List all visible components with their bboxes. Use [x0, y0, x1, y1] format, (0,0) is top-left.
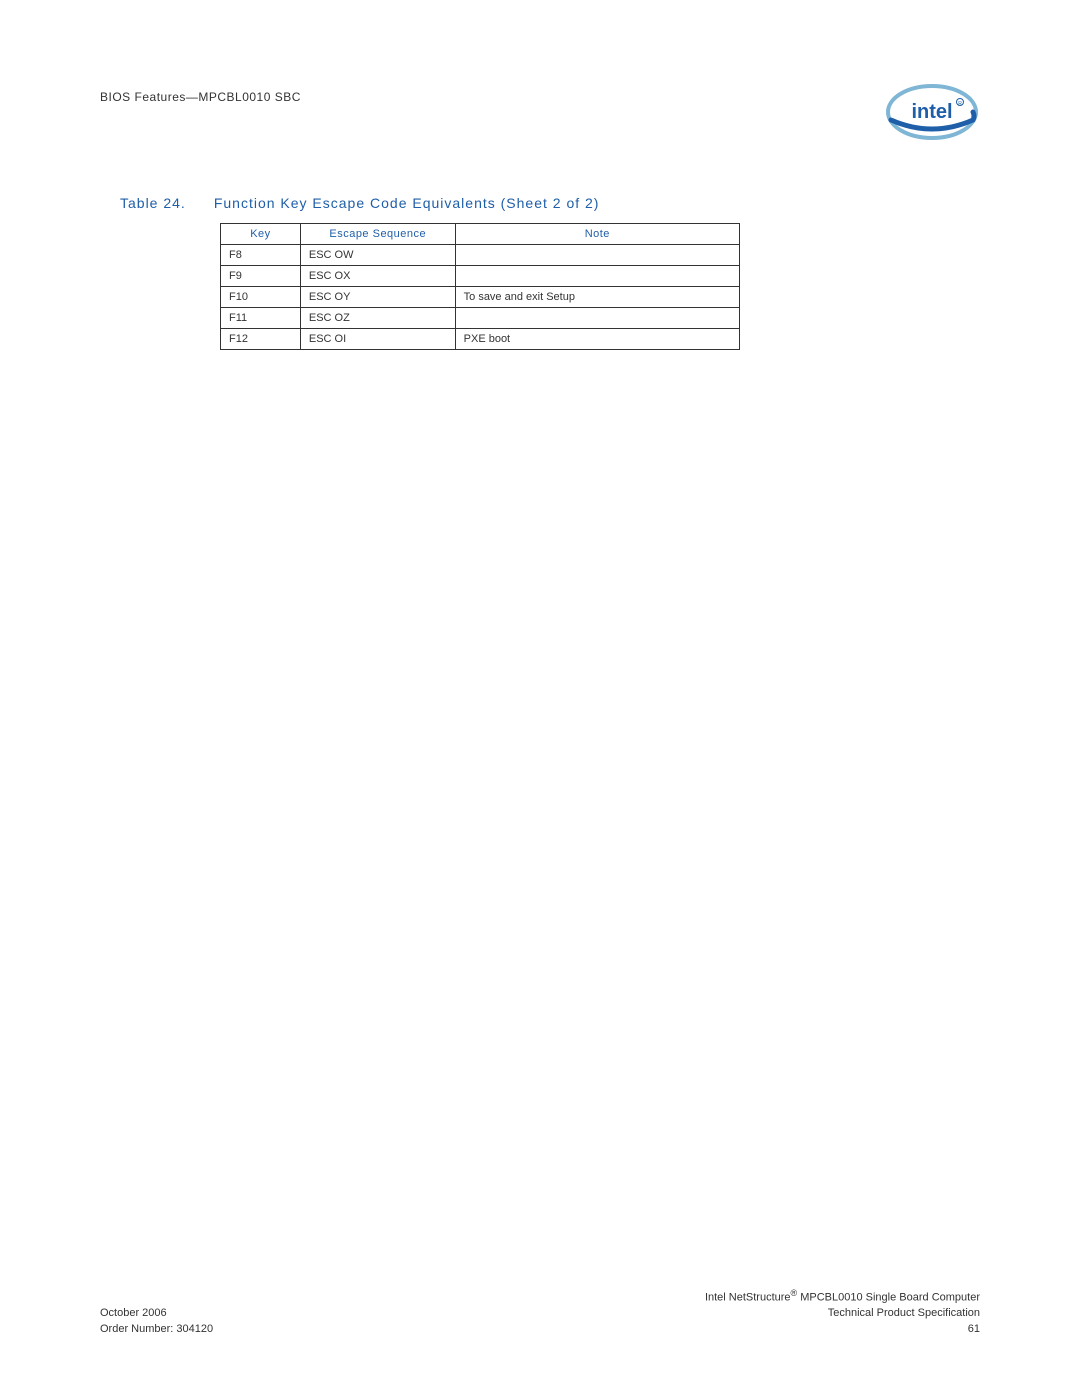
svg-text:intel: intel — [911, 101, 952, 123]
intel-logo: intel R — [885, 80, 980, 145]
header-text: BIOS Features—MPCBL0010 SBC — [100, 80, 301, 104]
cell-key: F8 — [221, 245, 301, 266]
table-row: F8 ESC OW — [221, 245, 740, 266]
column-header-key: Key — [221, 224, 301, 245]
table-row: F11 ESC OZ — [221, 308, 740, 329]
cell-escape: ESC OX — [300, 266, 455, 287]
cell-key: F12 — [221, 329, 301, 350]
cell-key: F10 — [221, 287, 301, 308]
table-title: Function Key Escape Code Equivalents (Sh… — [214, 195, 600, 211]
table-row: F12 ESC OI PXE boot — [221, 329, 740, 350]
footer-product-name: Intel NetStructure® MPCBL0010 Single Boa… — [705, 1287, 980, 1306]
table-number: Table 24. — [120, 195, 186, 211]
page-footer: October 2006 Order Number: 304120 Intel … — [100, 1287, 980, 1337]
table-header-row: Key Escape Sequence Note — [221, 224, 740, 245]
header-row: BIOS Features—MPCBL0010 SBC intel R — [100, 80, 980, 145]
svg-text:R: R — [958, 101, 962, 107]
cell-note: PXE boot — [455, 329, 739, 350]
cell-note: To save and exit Setup — [455, 287, 739, 308]
cell-key: F11 — [221, 308, 301, 329]
cell-escape: ESC OZ — [300, 308, 455, 329]
footer-left: October 2006 Order Number: 304120 — [100, 1306, 213, 1337]
cell-note — [455, 245, 739, 266]
table-row: F10 ESC OY To save and exit Setup — [221, 287, 740, 308]
escape-codes-table: Key Escape Sequence Note F8 ESC OW F9 ES… — [220, 223, 740, 350]
table-caption: Table 24. Function Key Escape Code Equiv… — [100, 195, 980, 211]
footer-doc-type: Technical Product Specification — [705, 1306, 980, 1321]
cell-note — [455, 308, 739, 329]
cell-escape: ESC OY — [300, 287, 455, 308]
document-page: BIOS Features—MPCBL0010 SBC intel R Tabl… — [0, 0, 1080, 1397]
column-header-escape: Escape Sequence — [300, 224, 455, 245]
footer-order-number: Order Number: 304120 — [100, 1322, 213, 1337]
cell-escape: ESC OW — [300, 245, 455, 266]
column-header-note: Note — [455, 224, 739, 245]
cell-key: F9 — [221, 266, 301, 287]
footer-page-number: 61 — [705, 1322, 980, 1337]
footer-date: October 2006 — [100, 1306, 213, 1321]
footer-right: Intel NetStructure® MPCBL0010 Single Boa… — [705, 1287, 980, 1337]
cell-note — [455, 266, 739, 287]
table-row: F9 ESC OX — [221, 266, 740, 287]
cell-escape: ESC OI — [300, 329, 455, 350]
